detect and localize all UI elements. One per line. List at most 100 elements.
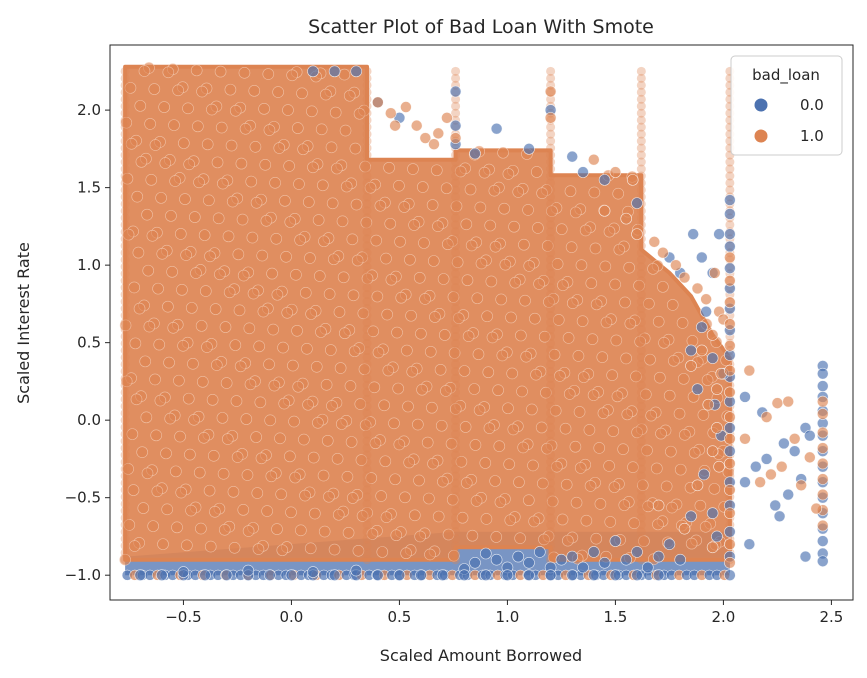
- series-1-column-point: [636, 359, 646, 369]
- series-1-dense-point: [125, 138, 138, 150]
- series-1-dense-point: [333, 306, 346, 318]
- series-1-column-point: [362, 373, 372, 383]
- series-1-dense-point: [211, 156, 224, 169]
- series-1-column-point: [120, 373, 130, 383]
- series-0-point: [307, 566, 319, 578]
- series-1-dense-point: [532, 222, 544, 234]
- series-1-column-point: [120, 408, 130, 418]
- series-1-dense-point: [576, 315, 589, 327]
- series-1-dense-point: [564, 185, 577, 198]
- series-1-column-point: [120, 94, 130, 104]
- series-1-dense-point: [366, 528, 379, 540]
- series-1-dense-point: [274, 432, 286, 445]
- series-1-dense-point: [341, 471, 354, 483]
- series-1-dense-point: [265, 470, 278, 483]
- series-1-dense-point: [196, 85, 208, 98]
- series-1-point: [441, 112, 453, 124]
- series-1-dense-point: [590, 298, 603, 311]
- series-1-point: [384, 107, 397, 120]
- series-1-dense-point: [302, 398, 314, 411]
- series-1-column-point: [362, 401, 372, 411]
- series-1-dense-point: [556, 513, 569, 526]
- series-1-column-point: [362, 527, 372, 537]
- series-1-dense-point: [686, 335, 699, 347]
- series-1-dense-point: [174, 430, 186, 443]
- series-1-dense-point: [368, 381, 381, 394]
- series-1-dense-point: [378, 399, 390, 412]
- series-1-dense-point: [492, 384, 504, 397]
- series-1-column-point: [120, 492, 130, 502]
- series-1-dense-point: [346, 233, 359, 246]
- series-1-dense-point: [407, 163, 419, 175]
- series-1-dense-point: [145, 174, 158, 186]
- series-0-point: [724, 422, 736, 434]
- series-1-dense-point: [478, 166, 491, 179]
- series-1-column-point: [120, 73, 130, 83]
- series-1-column-point: [451, 408, 461, 418]
- series-1-dense-point: [502, 402, 514, 415]
- series-1-column-point: [451, 241, 461, 251]
- series-1-dense-point: [435, 419, 448, 432]
- series-1-dense-point: [224, 83, 237, 96]
- series-1-dense-point: [248, 85, 261, 97]
- series-1-dense-point: [181, 539, 193, 552]
- series-1-column-point: [451, 248, 461, 258]
- series-1-column-point: [451, 499, 461, 509]
- series-1-dense-point: [357, 307, 370, 320]
- series-1-dense-point: [321, 434, 334, 447]
- series-1-dense-point: [406, 365, 419, 378]
- series-0-point: [642, 561, 654, 574]
- series-1-dense-point: [574, 462, 587, 474]
- series-1-column-point: [362, 94, 372, 104]
- series-0-point: [609, 569, 622, 581]
- series-1-column-point: [120, 318, 130, 327]
- series-1-column-point: [725, 220, 735, 230]
- series-1-column-point: [451, 290, 461, 300]
- series-1-column-point: [451, 359, 461, 369]
- series-1-dense-point: [399, 491, 411, 504]
- series-1-point: [724, 538, 736, 550]
- series-1-column-point: [451, 373, 461, 383]
- series-1-dense-point: [506, 367, 518, 380]
- series-1-dense-point: [172, 84, 184, 97]
- series-1-dense-point: [297, 143, 309, 156]
- series-1-dense-point: [228, 542, 241, 554]
- series-1-dense-point: [287, 359, 299, 372]
- series-1-dense-point: [250, 196, 263, 209]
- series-1-dense-point: [270, 232, 283, 245]
- series-1-point: [708, 267, 721, 279]
- series-1-dense-point: [353, 107, 366, 120]
- series-1-dense-point: [597, 407, 610, 419]
- series-1-column-point: [120, 415, 130, 425]
- series-1-dense-point: [502, 168, 515, 180]
- series-1-dense-point: [494, 496, 507, 508]
- series-1-column-point: [362, 143, 372, 153]
- plot-frame: [109, 44, 854, 601]
- series-1-dense-point: [210, 359, 223, 371]
- series-1-column-point: [362, 178, 372, 188]
- series-1-column-point: [451, 164, 461, 174]
- series-1-column-point: [120, 304, 130, 314]
- series-1-dense-point: [231, 451, 244, 463]
- series-1-column-point: [636, 513, 646, 523]
- series-1-column-point: [636, 213, 646, 223]
- series-1-dense-point: [160, 447, 172, 460]
- series-1-point: [816, 395, 829, 408]
- series-1-dense-point: [131, 190, 144, 203]
- series-1-point: [400, 101, 412, 113]
- series-1-column-point: [362, 520, 372, 530]
- series-1-column-point: [546, 345, 556, 355]
- series-1-column-point: [546, 324, 556, 334]
- series-1-dense-point: [214, 268, 226, 281]
- series-1-column-point: [636, 415, 646, 425]
- series-1-dense-point: [136, 446, 148, 458]
- series-1-dense-point: [668, 355, 680, 367]
- series-1-dense-point: [421, 436, 434, 449]
- series-1-column-point: [546, 171, 556, 181]
- series-0-point: [523, 556, 535, 569]
- series-0-point: [242, 564, 255, 577]
- series-1-dense-point: [318, 525, 331, 538]
- series-1-dense-point: [266, 267, 278, 280]
- series-1-column-point: [636, 352, 646, 362]
- series-1-dense-point: [694, 499, 707, 512]
